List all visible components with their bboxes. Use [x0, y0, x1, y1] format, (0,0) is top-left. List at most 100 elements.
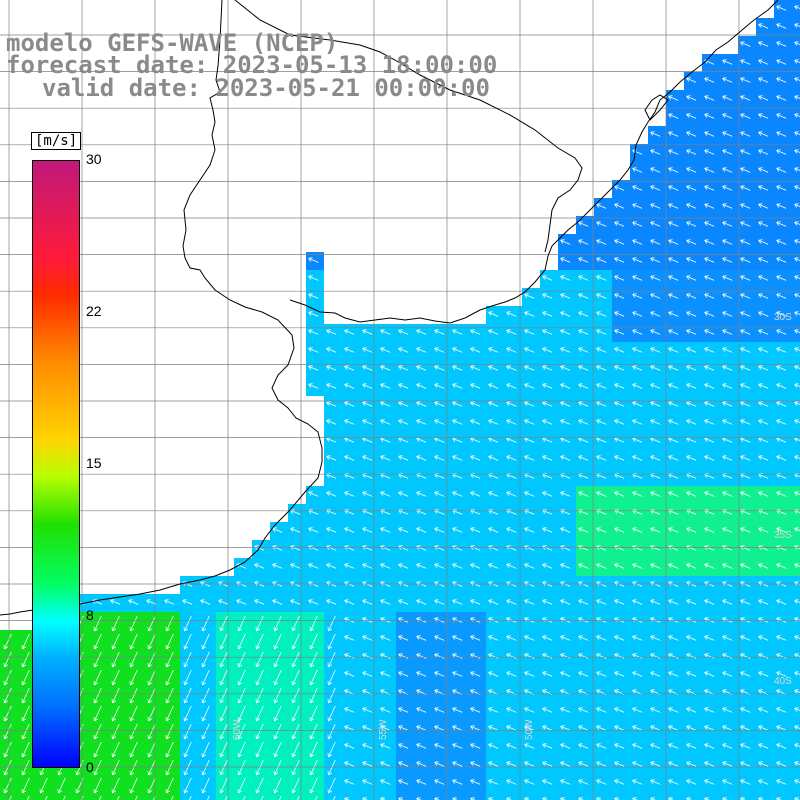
wind-arrow [686, 491, 697, 497]
wind-arrow [506, 329, 517, 335]
wind-arrow [255, 759, 264, 776]
wind-arrow [488, 707, 499, 713]
wind-arrow [704, 365, 715, 371]
wind-arrow [290, 527, 301, 533]
wind-arrow [560, 401, 571, 407]
wind-arrow [722, 527, 733, 533]
wind-arrow [704, 545, 715, 551]
wind-speed-cell [792, 72, 800, 90]
wind-arrow [434, 455, 445, 461]
wind-arrow [740, 779, 751, 785]
wind-arrow [668, 563, 679, 569]
wind-arrow [434, 347, 445, 353]
wind-arrow [722, 707, 733, 713]
wind-arrow [272, 563, 283, 569]
wind-arrow [344, 365, 355, 371]
wind-arrow [686, 365, 697, 371]
wind-arrow [434, 545, 445, 551]
wind-arrow [776, 5, 787, 11]
wind-arrow [524, 293, 535, 299]
wind-arrow [776, 491, 787, 497]
wind-arrow [3, 723, 12, 740]
wind-arrow [309, 651, 318, 668]
wind-speed-cell [252, 792, 270, 800]
wind-arrow [686, 707, 697, 713]
wind-arrow [650, 293, 661, 299]
wind-arrow [560, 383, 571, 389]
wind-arrow [794, 59, 800, 64]
wind-arrow [183, 777, 192, 794]
wind-arrow [776, 149, 787, 155]
wind-arrow [416, 707, 427, 713]
wind-arrow [416, 635, 427, 641]
wind-arrow [776, 113, 787, 119]
wind-arrow [686, 671, 697, 677]
wind-arrow [614, 293, 625, 299]
wind-arrow [416, 545, 427, 551]
wind-arrow [398, 725, 409, 731]
wind-arrow [434, 419, 445, 425]
wind-arrow [722, 419, 733, 425]
wind-arrow [398, 743, 409, 749]
wind-arrow [794, 293, 800, 298]
wind-arrow [237, 777, 246, 794]
wind-arrow [308, 383, 319, 389]
wind-arrow [524, 707, 535, 713]
wind-speed-cell [108, 792, 126, 800]
wind-arrow [272, 527, 283, 533]
wind-arrow [722, 239, 733, 245]
wind-arrow [398, 419, 409, 425]
wind-arrow [165, 687, 174, 704]
wind-arrow [632, 725, 643, 731]
wind-arrow [686, 113, 697, 119]
wind-arrow [309, 759, 318, 776]
wind-arrow [93, 777, 102, 794]
wind-arrow [560, 275, 571, 281]
wind-arrow [506, 419, 517, 425]
wind-arrow [470, 761, 481, 767]
wind-speed-cell [792, 162, 800, 180]
wind-arrow [470, 545, 481, 551]
wind-arrow [93, 669, 102, 686]
wind-arrow [794, 95, 800, 100]
wind-arrow [704, 77, 715, 83]
wind-arrow [758, 383, 769, 389]
wind-arrow [560, 779, 571, 785]
wind-arrow [273, 777, 282, 794]
wind-arrow [686, 239, 697, 245]
wind-arrow [201, 633, 210, 650]
wind-speed-cell [54, 792, 72, 800]
wind-arrow [524, 761, 535, 767]
wind-arrow [650, 221, 661, 227]
wind-arrow [740, 185, 751, 191]
wind-arrow [255, 633, 264, 650]
wind-arrow [596, 365, 607, 371]
wind-speed-cell [162, 792, 180, 800]
wind-arrow [776, 203, 787, 209]
wind-arrow [776, 347, 787, 353]
wind-arrow [632, 491, 643, 497]
wind-arrow [344, 383, 355, 389]
wind-arrow [129, 705, 138, 722]
wind-arrow [578, 365, 589, 371]
wind-arrow [261, 795, 264, 800]
wind-arrow [722, 671, 733, 677]
wind-arrow [237, 705, 246, 722]
wind-arrow [237, 741, 246, 758]
wind-arrow [668, 149, 679, 155]
wind-arrow [794, 113, 800, 118]
wind-arrow [506, 527, 517, 533]
wind-arrow [362, 527, 373, 533]
wind-arrow [327, 633, 336, 650]
wind-arrow [398, 779, 409, 785]
wind-arrow [794, 635, 800, 640]
wind-arrow [704, 203, 715, 209]
wind-arrow [452, 761, 463, 767]
wind-arrow [542, 707, 553, 713]
wind-arrow [111, 687, 120, 704]
wind-arrow [722, 77, 733, 83]
wind-arrow [147, 705, 156, 722]
wind-arrow [524, 491, 535, 497]
wind-arrow [111, 759, 120, 776]
wind-arrow [722, 725, 733, 731]
